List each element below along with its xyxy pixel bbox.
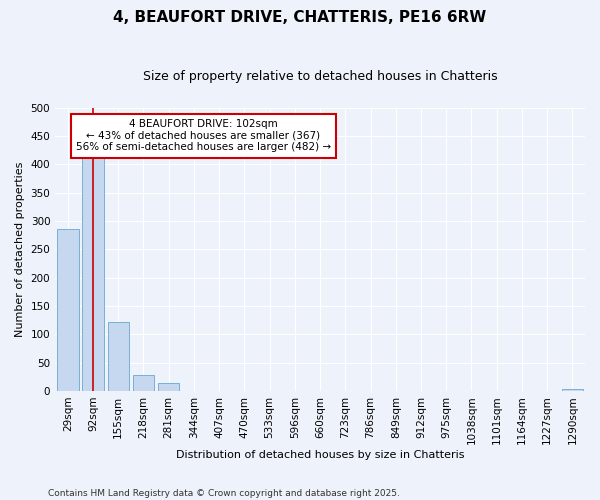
Bar [158, 383, 179, 391]
Bar [82, 156, 104, 391]
Bar [562, 389, 583, 391]
Text: Contains HM Land Registry data © Crown copyright and database right 2025.: Contains HM Land Registry data © Crown c… [48, 488, 400, 498]
Bar [133, 375, 154, 391]
Text: 4 BEAUFORT DRIVE: 102sqm
← 43% of detached houses are smaller (367)
56% of semi-: 4 BEAUFORT DRIVE: 102sqm ← 43% of detach… [76, 119, 331, 152]
Text: 4, BEAUFORT DRIVE, CHATTERIS, PE16 6RW: 4, BEAUFORT DRIVE, CHATTERIS, PE16 6RW [113, 10, 487, 25]
X-axis label: Distribution of detached houses by size in Chatteris: Distribution of detached houses by size … [176, 450, 464, 460]
Title: Size of property relative to detached houses in Chatteris: Size of property relative to detached ho… [143, 70, 497, 83]
Y-axis label: Number of detached properties: Number of detached properties [15, 162, 25, 337]
Bar [107, 322, 129, 391]
Bar [57, 230, 79, 391]
